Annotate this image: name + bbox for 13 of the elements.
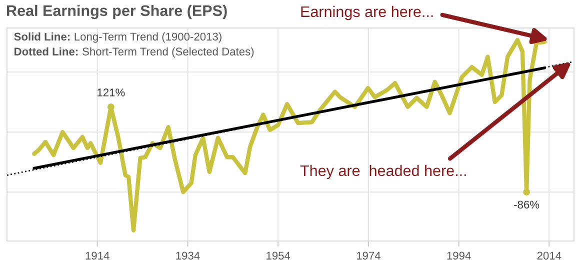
x-tick-label: 1954 xyxy=(266,252,290,260)
annotation: Dotted Line: Short-Term Trend (Selected Dates) xyxy=(14,47,254,58)
annotation: Solid Line: Long-Term Trend (1900-2013) xyxy=(14,32,222,43)
data-label: -86% xyxy=(514,200,540,209)
x-tick-label: 1994 xyxy=(447,252,471,260)
x-tick-label: 1914 xyxy=(86,252,110,260)
x-tick-label: 2014 xyxy=(537,252,562,260)
x-tick-label: 1934 xyxy=(176,252,200,260)
annotation: They are headed here... xyxy=(300,164,466,180)
data-label: 121% xyxy=(98,88,125,96)
chart-title: Real Earnings per Share (EPS) xyxy=(7,4,227,20)
x-tick-label: 1974 xyxy=(356,252,380,260)
annotation: Earnings are here... xyxy=(301,6,433,20)
